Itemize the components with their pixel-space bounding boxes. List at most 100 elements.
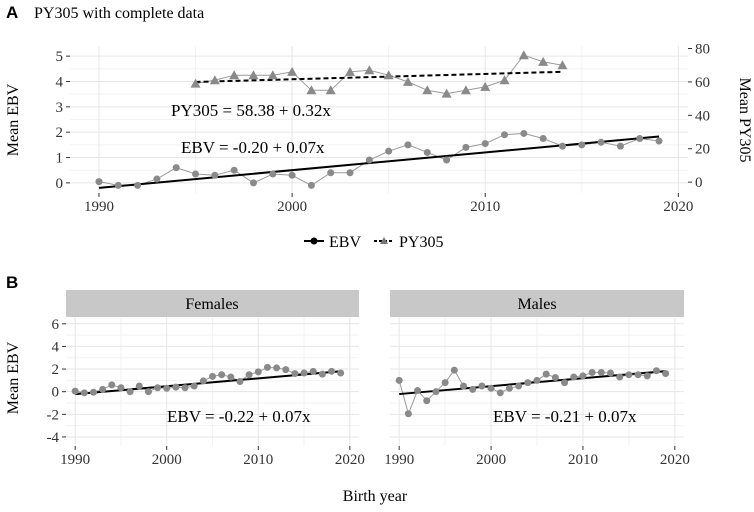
data-point-ebv xyxy=(327,169,335,177)
data-point-ebv xyxy=(153,175,161,183)
facet-females-data-point xyxy=(282,366,290,374)
panel-a-y-tick-label: 3 xyxy=(56,100,64,116)
facet-males-data-point xyxy=(469,385,477,393)
facet-females-fit-line xyxy=(75,370,341,396)
data-point-ebv xyxy=(520,129,528,137)
data-point-ebv xyxy=(95,178,103,186)
facet-males-data-point xyxy=(478,382,486,390)
facet-males-data-point xyxy=(579,372,587,380)
panel-a-y-right-tick-label: 40 xyxy=(695,108,710,124)
panel-a-x-tick-label: 2000 xyxy=(277,199,307,215)
facet-males-data-point xyxy=(423,397,431,405)
facet-males-data-point xyxy=(652,367,660,375)
data-point-ebv xyxy=(404,141,412,149)
panel-a-y-right-tick-label: 20 xyxy=(695,142,710,158)
facet-males-x-tick-label: 2020 xyxy=(660,452,690,468)
data-point-py305 xyxy=(364,65,375,75)
panel-b-y-tick-label: -4 xyxy=(47,430,60,446)
panel-b-marks xyxy=(71,363,670,418)
panel-a-y-tick-label: 5 xyxy=(56,49,64,65)
facet-females-data-point xyxy=(172,383,180,391)
facet-males-data-point xyxy=(570,373,578,381)
data-point-py305 xyxy=(441,88,452,98)
data-point-ebv xyxy=(346,169,354,177)
data-point-py305 xyxy=(287,66,298,76)
data-point-ebv xyxy=(636,135,644,143)
panel-a-y-label: Mean EBV xyxy=(5,83,22,156)
data-point-ebv xyxy=(616,142,624,150)
facet-males-data-point xyxy=(450,366,458,374)
facet-females-data-point xyxy=(291,370,299,378)
panel-a-ebv-equation: EBV = -0.20 + 0.07x xyxy=(181,138,325,157)
data-point-py305 xyxy=(209,75,220,85)
facet-males-data-point xyxy=(414,387,422,395)
legend-ebv-marker xyxy=(310,237,318,245)
panel-a-y-tick-label: 2 xyxy=(56,125,64,141)
panel-b-grid xyxy=(66,317,684,446)
facet-males-data-point xyxy=(561,379,569,387)
facet-females-data-point xyxy=(181,384,189,392)
facet-females-data-point xyxy=(144,388,152,396)
facet-males-data-point xyxy=(505,384,513,392)
panel-a-x-tick-label: 2010 xyxy=(470,199,500,215)
facet-females-data-point xyxy=(89,388,97,396)
facet-males-data-point xyxy=(533,376,541,384)
facet-females-data-point xyxy=(71,387,79,395)
facet-strip-females xyxy=(66,290,359,317)
facet-females-x-tick-label: 2010 xyxy=(243,452,273,468)
legend-py305-label: PY305 xyxy=(399,234,443,251)
data-point-py305 xyxy=(557,60,568,70)
facet-males-data-point xyxy=(643,372,651,380)
facet-females-data-point xyxy=(309,367,317,375)
data-point-py305 xyxy=(499,75,510,85)
panel-b-y-label: Mean EBV xyxy=(5,341,22,414)
data-point-ebv xyxy=(423,148,431,156)
data-point-py305 xyxy=(248,70,259,80)
panel-a-x-tick-label: 2020 xyxy=(663,199,693,215)
females-equation: EBV = -0.22 + 0.07x xyxy=(167,407,311,426)
facet-males-data-point xyxy=(542,370,550,378)
data-point-py305 xyxy=(345,66,356,76)
data-point-ebv xyxy=(230,166,238,174)
panel-a-y-right-tick-label: 80 xyxy=(695,42,710,58)
facet-males-data-point xyxy=(524,379,532,387)
facet-males-data-point xyxy=(404,410,412,418)
data-point-ebv xyxy=(578,141,586,149)
data-point-py305 xyxy=(538,56,549,66)
facet-females-data-point xyxy=(126,388,134,396)
data-point-ebv xyxy=(192,170,200,178)
facet-females-data-point xyxy=(209,372,216,380)
legend-ebv-label: EBV xyxy=(329,234,361,251)
facet-females-data-point xyxy=(190,382,198,390)
facet-males-data-point xyxy=(662,370,670,378)
panel-a-y-tick-label: 4 xyxy=(56,74,64,90)
facet-females-data-point xyxy=(99,385,107,393)
facet-strip-males-label: Males xyxy=(517,296,556,313)
facet-females-data-point xyxy=(236,378,244,385)
data-point-py305 xyxy=(460,85,471,95)
facet-females-data-point xyxy=(337,369,345,377)
facet-males-data-point xyxy=(588,368,596,376)
data-point-py305 xyxy=(325,85,336,95)
panel-a-py305-equation: PY305 = 58.38 + 0.32x xyxy=(171,101,331,120)
males-equation: EBV = -0.21 + 0.07x xyxy=(493,407,637,426)
data-point-ebv xyxy=(462,143,470,151)
facet-females-data-point xyxy=(154,384,162,392)
facet-males-data-point xyxy=(432,388,440,396)
data-point-ebv xyxy=(501,131,509,139)
facet-males-data-point xyxy=(441,379,449,387)
panel-a-grid xyxy=(70,46,688,193)
panel-b-y-tick-label: -2 xyxy=(47,407,60,423)
facet-strip-males xyxy=(390,290,684,317)
panel-b-axes: 1990 2000 2010 2020 -4 -2 0 2 4 6 1990 2000 2010 2020 xyxy=(47,317,690,468)
data-point-ebv xyxy=(211,171,219,179)
panel-b-y-tick-label: 0 xyxy=(52,385,60,401)
facet-males-data-point xyxy=(634,371,642,379)
facet-females-data-point xyxy=(227,373,235,381)
facet-females-x-tick-label: 1990 xyxy=(60,452,90,468)
data-point-ebv xyxy=(655,137,663,145)
panel-b-label: B xyxy=(6,273,18,292)
panel-a-y-right-tick-label: 0 xyxy=(695,175,703,191)
facet-females-data-point xyxy=(218,371,226,379)
